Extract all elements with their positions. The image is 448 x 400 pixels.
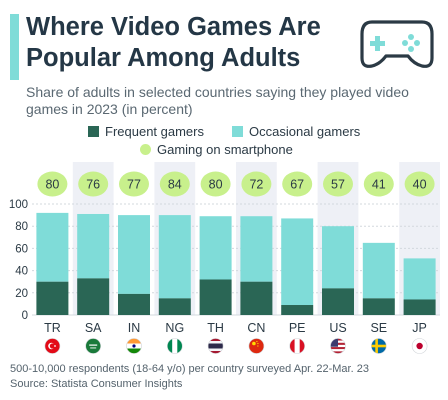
y-tick-label: 0 <box>22 310 28 322</box>
bar-frequent <box>403 299 436 315</box>
smartphone-value-label: 67 <box>290 178 304 192</box>
bar-occasional <box>240 216 273 282</box>
flag-peru-icon <box>289 338 306 354</box>
smartphone-bubble <box>404 171 435 197</box>
bar-occasional <box>362 242 395 299</box>
bar-occasional <box>77 213 110 279</box>
smartphone-bubble <box>159 171 190 197</box>
bar-occasional <box>158 215 191 299</box>
y-tick-label: 100 <box>9 199 28 211</box>
bar-frequent <box>281 305 314 315</box>
legend-label-frequent: Frequent gamers <box>105 124 204 139</box>
flag-usa-icon <box>330 338 346 354</box>
smartphone-value-label: 57 <box>331 178 345 192</box>
footer-source: Source: Statista Consumer Insights <box>10 377 183 390</box>
bar-occasional <box>281 218 314 306</box>
smartphone-bubble <box>363 171 394 197</box>
legend-item-smartphone: Gaming on smartphone <box>140 142 293 157</box>
smartphone-value-label: 41 <box>372 178 386 192</box>
legend-label-occasional: Occasional gamers <box>249 124 361 139</box>
legend-swatch-smartphone <box>140 144 151 155</box>
smartphone-value-label: 72 <box>249 178 263 192</box>
bar-occasional <box>322 226 354 289</box>
x-tick-label: SE <box>370 321 387 335</box>
bar-frequent <box>240 281 273 315</box>
legend-swatch-frequent <box>88 126 99 137</box>
flag-thailand-icon <box>207 338 224 354</box>
y-tick-label: 60 <box>15 243 28 255</box>
flag-india-icon <box>126 338 142 354</box>
x-tick-label: PE <box>289 321 306 335</box>
bar-occasional <box>403 258 436 300</box>
smartphone-bubble <box>37 171 68 197</box>
x-tick-label: CN <box>247 321 265 335</box>
smartphone-value-label: 77 <box>127 178 141 192</box>
x-tick-label: IN <box>128 321 141 335</box>
flag-china-icon <box>248 338 265 354</box>
x-tick-label: US <box>329 321 346 335</box>
y-tick-label: 40 <box>15 266 28 278</box>
smartphone-value-label: 80 <box>209 178 223 192</box>
bar-occasional <box>199 216 232 280</box>
bar-frequent <box>362 298 395 315</box>
chart-footer: 500-10,000 respondents (18-64 y/o) per c… <box>10 362 440 391</box>
bar-frequent <box>158 298 191 315</box>
smartphone-value-label: 76 <box>86 178 100 192</box>
flag-japan-icon <box>411 338 428 354</box>
bar-frequent <box>322 288 354 315</box>
bar-frequent <box>77 278 110 315</box>
chart-subtitle: Share of adults in selected countries sa… <box>26 84 409 117</box>
smartphone-value-label: 80 <box>45 178 59 192</box>
smartphone-value-label: 84 <box>168 178 182 192</box>
legend-swatch-occasional <box>232 126 243 137</box>
flag-turkey-icon <box>44 338 61 354</box>
bar-frequent <box>118 293 150 315</box>
legend-item-frequent: Frequent gamers <box>88 124 204 139</box>
gamepad-icon <box>360 20 434 68</box>
flag-nigeria-icon <box>167 338 183 354</box>
x-tick-label: JP <box>412 321 427 335</box>
y-tick-label: 80 <box>15 221 28 233</box>
title-accent-bar <box>10 14 19 80</box>
x-tick-label: SA <box>85 321 102 335</box>
footer-note: 500-10,000 respondents (18-64 y/o) per c… <box>10 363 369 375</box>
stacked-bar-chart: 0 20 40 60 80 100 80 TR 76 SA 77 IN 84 NG 80 TH 72 CN 67 PE… <box>9 162 440 354</box>
x-tick-label: NG <box>165 321 184 335</box>
flag-saudi-arabia-icon <box>85 338 101 354</box>
legend-item-occasional: Occasional gamers <box>232 124 360 139</box>
legend-label-smartphone: Gaming on smartphone <box>157 142 293 157</box>
x-tick-label: TH <box>207 321 224 335</box>
bar-occasional <box>36 212 69 282</box>
smartphone-bubble <box>78 171 109 197</box>
smartphone-bubble <box>241 171 272 197</box>
y-tick-label: 20 <box>15 288 28 300</box>
flag-sweden-icon <box>370 338 387 354</box>
bar-occasional <box>118 215 150 294</box>
bar-frequent <box>36 281 69 315</box>
chart-title: Where Video Games Are Popular Among Adul… <box>26 13 321 72</box>
smartphone-bubble <box>323 171 353 197</box>
smartphone-bubble <box>200 171 231 197</box>
bar-frequent <box>199 279 232 315</box>
smartphone-value-label: 40 <box>413 178 427 192</box>
smartphone-bubble <box>119 171 149 197</box>
x-tick-label: TR <box>44 321 61 335</box>
smartphone-bubble <box>282 171 313 197</box>
